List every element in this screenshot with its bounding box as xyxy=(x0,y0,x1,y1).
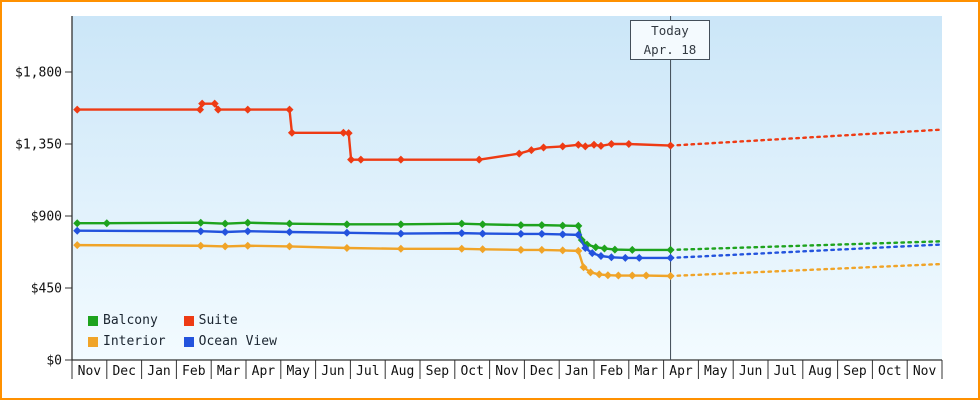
ocean-view-swatch-icon xyxy=(183,336,194,347)
today-label: Today xyxy=(651,23,689,38)
svg-text:Oct: Oct xyxy=(460,364,483,379)
svg-text:Jul: Jul xyxy=(356,364,379,379)
svg-text:May: May xyxy=(704,364,728,379)
series-forecast-balcony xyxy=(669,240,944,252)
svg-text:$450: $450 xyxy=(31,282,62,297)
svg-text:$1,800: $1,800 xyxy=(15,66,62,81)
legend-item-suite: Suite xyxy=(183,313,277,328)
legend-label-interior: Interior xyxy=(103,334,166,349)
legend-item-balcony: Balcony xyxy=(88,313,166,328)
svg-text:May: May xyxy=(286,364,310,379)
svg-text:Sep: Sep xyxy=(843,364,867,379)
series-forecast-suite xyxy=(669,128,944,147)
svg-text:Jan: Jan xyxy=(147,364,170,379)
series-markers-ocean-view xyxy=(73,226,675,262)
svg-text:Sep: Sep xyxy=(426,364,450,379)
series-forecast-interior xyxy=(669,262,944,278)
plot-area xyxy=(72,16,942,360)
svg-text:Mar: Mar xyxy=(634,364,658,379)
series-markers-interior xyxy=(73,241,675,280)
svg-text:$1,350: $1,350 xyxy=(15,138,62,153)
y-axis-labels: $1,800 $1,350 $900 $450 $0 xyxy=(15,66,72,369)
legend-label-suite: Suite xyxy=(198,313,238,328)
svg-text:Aug: Aug xyxy=(391,364,414,379)
x-axis-labels: Nov Dec Jan Feb Mar Apr May Jun Jul Aug Sep Oct Nov D… xyxy=(71,360,943,379)
svg-text:Apr: Apr xyxy=(252,364,276,379)
balcony-swatch-icon xyxy=(88,315,98,326)
chart-legend: Balcony Suite Interior Ocean View xyxy=(88,313,277,349)
suite-swatch-icon xyxy=(183,315,194,326)
svg-text:$900: $900 xyxy=(31,210,62,225)
svg-text:$0: $0 xyxy=(46,354,62,369)
svg-text:Jun: Jun xyxy=(321,364,344,379)
svg-text:Feb: Feb xyxy=(182,364,206,379)
svg-text:Aug: Aug xyxy=(808,364,831,379)
legend-label-ocean-view: Ocean View xyxy=(198,334,277,349)
svg-text:Feb: Feb xyxy=(600,364,624,379)
svg-text:Jan: Jan xyxy=(565,364,588,379)
interior-swatch-icon xyxy=(88,336,98,347)
today-marker-box: Today Apr. 18 xyxy=(630,20,710,60)
svg-text:Oct: Oct xyxy=(878,364,901,379)
svg-text:Nov: Nov xyxy=(913,364,937,379)
series-markers-suite xyxy=(73,99,675,164)
legend-item-interior: Interior xyxy=(88,334,166,349)
svg-text:Nov: Nov xyxy=(495,364,519,379)
series-forecast-ocean-view xyxy=(669,243,944,260)
svg-text:Mar: Mar xyxy=(217,364,241,379)
svg-text:Jul: Jul xyxy=(774,364,797,379)
series-markers-balcony xyxy=(73,218,675,254)
svg-text:Nov: Nov xyxy=(78,364,102,379)
today-date: Apr. 18 xyxy=(643,42,697,57)
svg-text:Jun: Jun xyxy=(739,364,762,379)
legend-label-balcony: Balcony xyxy=(103,313,158,328)
svg-text:Apr: Apr xyxy=(669,364,693,379)
svg-text:Dec: Dec xyxy=(112,364,135,379)
legend-item-ocean-view: Ocean View xyxy=(183,334,277,349)
svg-text:Dec: Dec xyxy=(530,364,553,379)
